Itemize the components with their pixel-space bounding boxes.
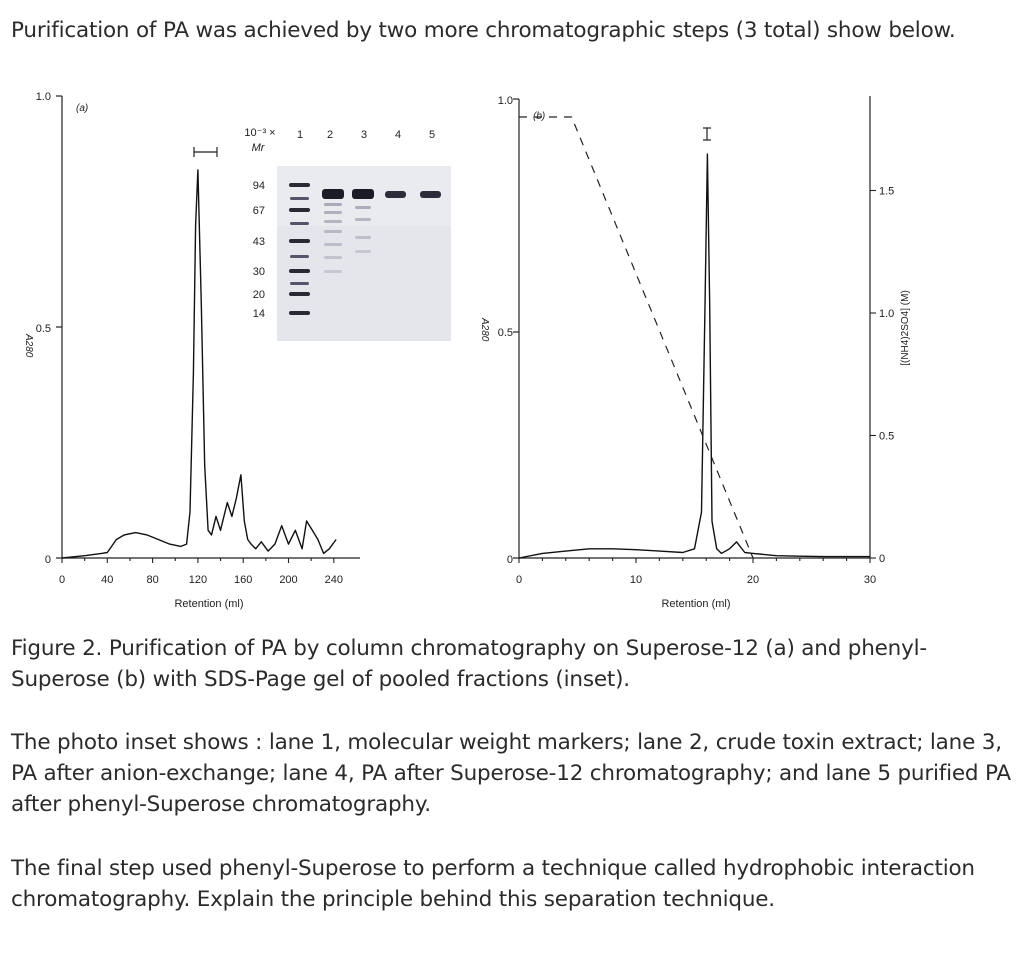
gel-marker-labels: 94 67 43 30 20 14 — [253, 180, 265, 320]
gel-band-marker — [289, 208, 310, 212]
gel-marker-label: 67 — [253, 205, 265, 217]
gel-band-lane2-minor — [324, 203, 342, 206]
panel-b-right-tick-label: 1.0 — [879, 308, 894, 320]
panel-a-xtick-label: 200 — [279, 574, 297, 586]
figure-caption: Figure 2. Purification of PA by column c… — [11, 636, 927, 692]
gel-band-lane2-minor — [324, 256, 342, 259]
gel-marker-label: 14 — [253, 308, 265, 320]
panel-b-ytick-0: 0 — [507, 554, 513, 566]
panel-b-right-tick-label: 1.5 — [879, 186, 894, 198]
gel-band-lane2-minor — [324, 270, 342, 273]
panel-a-ytick-0: 0 — [45, 554, 51, 566]
intro-text: Purification of PA was achieved by two m… — [11, 18, 956, 43]
panel-a: 0 40 80 120 160 200 240 0 0.5 1.0 (a) A280 Ret… — [23, 91, 451, 610]
panel-b-a280-trace — [518, 153, 870, 559]
panel-a-ytick-1: 1.0 — [36, 91, 51, 103]
question-text: The final step used phenyl-Superose to p… — [11, 856, 975, 912]
gel-band-marker — [289, 183, 310, 187]
gel-lane-label: 4 — [395, 129, 401, 141]
gel-bands — [289, 183, 441, 315]
panel-b-x-ticks — [518, 558, 871, 563]
gel-lane-label: 1 — [297, 129, 303, 141]
panel-a-xtick-label: 80 — [146, 574, 158, 586]
panel-a-panel-label: (a) — [76, 103, 88, 114]
gel-band-lane3-minor — [355, 206, 371, 209]
gel-marker-label: 20 — [253, 289, 265, 301]
gel-band-marker-faint — [290, 222, 309, 225]
panel-a-y-axis-label: A280 — [23, 333, 34, 358]
gel-band-lane2-minor — [324, 243, 342, 246]
panel-b-x-tick-labels: 0 10 20 30 — [516, 574, 876, 586]
panel-b-right-tick-labels: 0 0.5 1.0 1.5 — [879, 186, 894, 566]
panel-b-axes — [513, 96, 871, 559]
panel-a-xtick-label: 120 — [189, 574, 207, 586]
gel-band-marker-faint — [290, 255, 309, 258]
sds-page-inset: 10⁻³ × Mr 1 2 3 4 5 94 67 43 30 20 14 — [244, 127, 451, 341]
panel-b-salt-gradient-line — [519, 116, 754, 559]
gel-lane-label: 3 — [361, 129, 367, 141]
gel-band-lane4 — [385, 191, 406, 198]
panel-b-ytick-1: 1.0 — [498, 95, 513, 107]
panel-b-right-ticks — [870, 189, 876, 559]
gel-lane-labels: 1 2 3 4 5 — [297, 129, 435, 141]
panel-a-xtick-label: 160 — [234, 574, 252, 586]
panel-b-xtick-label: 20 — [747, 574, 759, 586]
gel-marker-label: 43 — [253, 236, 265, 248]
panel-a-x-axis-label: Retention (ml) — [174, 598, 243, 610]
gel-marker-label: 94 — [253, 180, 265, 192]
panel-a-x-tick-labels: 0 40 80 120 160 200 240 — [59, 574, 343, 586]
gel-band-lane3-main — [352, 189, 374, 199]
gel-band-lane5 — [420, 191, 441, 198]
gel-marker-label: 30 — [253, 266, 265, 278]
panel-a-xtick-label: 0 — [59, 574, 65, 586]
gel-band-marker-faint — [290, 282, 309, 285]
gel-band-lane3-minor — [355, 250, 371, 253]
gel-band-lane2-main — [322, 189, 344, 199]
panel-b-ytick-05: 0.5 — [498, 327, 513, 339]
panel-b-xtick-label: 0 — [516, 574, 522, 586]
gel-band-marker — [289, 292, 310, 296]
gel-band-marker — [289, 311, 310, 315]
chromatography-figure: 0 40 80 120 160 200 240 0 0.5 1.0 (a) A280 Ret… — [23, 91, 911, 610]
gel-band-lane3-minor — [355, 218, 371, 221]
gel-band-lane2-minor — [324, 230, 342, 233]
panel-b: 0 10 20 30 00.51.01.5 0 0.5 1.0 (b) A280 [(… — [479, 95, 911, 610]
gel-band-marker — [289, 239, 310, 243]
panel-b-xtick-label: 30 — [864, 574, 876, 586]
panel-b-xtick-label: 10 — [630, 574, 642, 586]
gel-mr-label: 10⁻³ × — [244, 127, 275, 139]
panel-b-y-axis-label: A280 — [479, 317, 490, 342]
panel-a-xtick-label: 240 — [325, 574, 343, 586]
gel-band-lane2-minor — [324, 211, 342, 214]
gel-band-lane2-minor — [324, 220, 342, 223]
panel-a-xtick-label: 40 — [101, 574, 113, 586]
panel-a-ytick-05: 0.5 — [36, 323, 51, 335]
panel-b-y2-axis-label: [(NH4)2SO4] (M) — [900, 290, 911, 366]
panel-b-x-axis-label: Retention (ml) — [661, 598, 730, 610]
gel-lane-label: 2 — [327, 129, 333, 141]
inset-description: The photo inset shows : lane 1, molecula… — [11, 730, 1011, 817]
panel-b-right-tick-label: 0.5 — [879, 431, 894, 443]
gel-band-marker-faint — [290, 197, 309, 200]
gel-band-lane3-minor — [355, 236, 371, 239]
gel-mr-label-2: Mr — [252, 142, 266, 154]
panel-b-right-tick-label: 0 — [879, 553, 885, 565]
gel-band-marker — [289, 269, 310, 273]
panel-a-a280-trace — [61, 169, 337, 559]
panel-a-axes — [56, 95, 360, 559]
panel-a-x-ticks — [61, 558, 335, 563]
gel-lane-label: 5 — [429, 129, 435, 141]
